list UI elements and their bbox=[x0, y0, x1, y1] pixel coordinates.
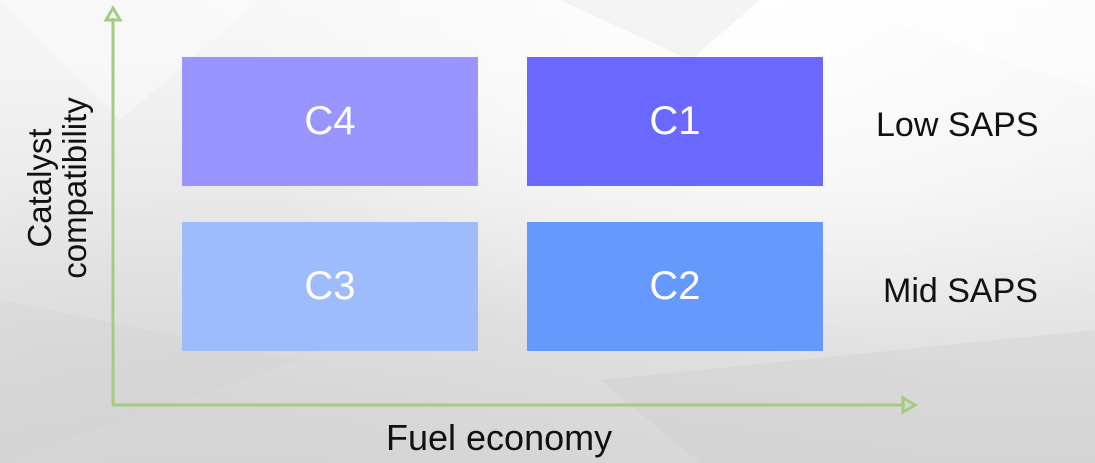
quadrant-label-c1: C1 bbox=[649, 99, 701, 143]
quadrant-label-c2: C2 bbox=[649, 264, 701, 308]
quadrant-box-c2: C2 bbox=[527, 222, 823, 351]
quadrant-label-c4: C4 bbox=[304, 99, 356, 143]
quadrant-label-c3: C3 bbox=[304, 264, 356, 308]
x-axis-arrowhead bbox=[901, 395, 918, 415]
y-axis-label-line-1: Catalyst bbox=[21, 128, 58, 248]
row-label-low-saps: Low SAPS bbox=[876, 106, 1039, 144]
quadrant-box-c3: C3 bbox=[182, 222, 478, 351]
row-label-mid-saps: Mid SAPS bbox=[883, 272, 1038, 310]
y-axis-arrowhead bbox=[103, 5, 123, 22]
y-axis-label-line-2: compatibility bbox=[56, 97, 93, 279]
x-axis-label: Fuel economy bbox=[386, 417, 613, 458]
quadrant-box-c1: C1 bbox=[527, 57, 823, 186]
quadrant-box-c4: C4 bbox=[182, 57, 478, 186]
